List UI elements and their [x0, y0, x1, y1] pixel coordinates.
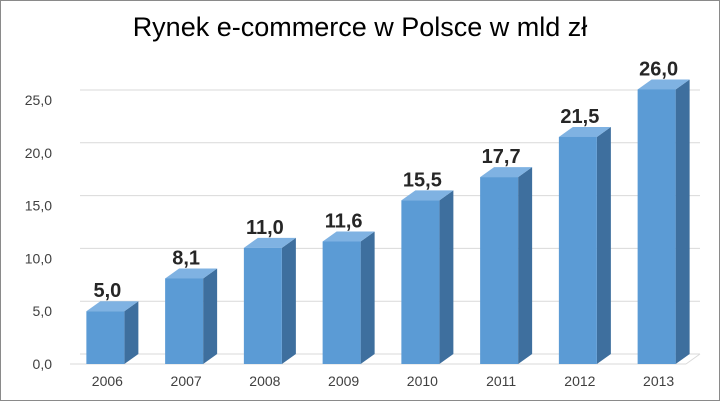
- bar-top-2006: [86, 301, 139, 312]
- bar-top-2012: [558, 126, 611, 137]
- bar-top-2009: [322, 231, 375, 242]
- bar-2010: [401, 190, 454, 364]
- value-label-2010: 15,5: [403, 169, 442, 191]
- bar-2008: [243, 237, 296, 364]
- bar-front-2006: [86, 311, 125, 364]
- bar-front-2010: [401, 200, 440, 364]
- bar-front-2013: [637, 89, 676, 364]
- x-tick-label-2013: 2013: [643, 373, 674, 389]
- bar-front-2007: [165, 278, 204, 364]
- x-tick-label-2008: 2008: [249, 373, 280, 389]
- y-tick-label-4: 20,0: [25, 145, 52, 161]
- x-tick-label-2006: 2006: [92, 373, 123, 389]
- bar-side-2009: [360, 231, 375, 364]
- x-tick-label-2010: 2010: [407, 373, 438, 389]
- y-tick-label-3: 15,0: [25, 198, 52, 214]
- bar-front-2011: [480, 177, 519, 364]
- y-axis-ticks: 0,0 5,0 10,0 15,0 20,0 25,0: [25, 92, 52, 372]
- bar-top-2008: [243, 237, 296, 248]
- bar-2009: [322, 231, 375, 364]
- bar-top-2013: [637, 79, 690, 90]
- bar-front-2009: [322, 241, 361, 364]
- y-tick-label-1: 5,0: [33, 303, 53, 319]
- bar-top-2007: [165, 268, 218, 279]
- bar-top-2011: [480, 167, 533, 178]
- x-tick-label-2007: 2007: [171, 373, 202, 389]
- bar-side-2013: [675, 79, 690, 364]
- chart-title: Rynek e-commerce w Polsce w mld zł: [132, 12, 588, 42]
- y-tick-label-0: 0,0: [33, 356, 53, 372]
- x-tick-label-2009: 2009: [328, 373, 359, 389]
- bar-front-2008: [243, 247, 282, 364]
- value-label-2011: 17,7: [482, 146, 521, 168]
- bar-2006: [86, 301, 139, 364]
- bar-front-2012: [558, 136, 597, 364]
- bar-side-2006: [124, 301, 139, 364]
- bars: [86, 79, 690, 365]
- bar-2007: [165, 268, 218, 364]
- bar-2011: [480, 167, 533, 364]
- bar-2012: [558, 126, 611, 365]
- bar-side-2008: [281, 237, 296, 364]
- value-label-2013: 26,0: [639, 58, 678, 80]
- value-label-2009: 11,6: [325, 211, 363, 233]
- bar-side-2012: [596, 126, 611, 365]
- x-tick-label-2011: 2011: [486, 373, 516, 389]
- bar-side-2010: [439, 190, 454, 364]
- x-tick-label-2012: 2012: [564, 373, 595, 389]
- bar-side-2007: [203, 268, 218, 364]
- x-axis-ticks: 2006 2007 2008 2009 2010 2011 2012 2013: [92, 373, 675, 389]
- value-label-2006: 5,0: [93, 280, 121, 302]
- value-label-2008: 11,0: [246, 217, 284, 239]
- value-label-2007: 8,1: [172, 247, 200, 269]
- value-label-2012: 21,5: [560, 106, 599, 128]
- bar-2013: [637, 79, 690, 364]
- bar-side-2011: [518, 167, 533, 364]
- y-tick-label-2: 10,0: [25, 250, 52, 266]
- bar-top-2010: [401, 190, 454, 201]
- value-labels: 5,0 8,1 11,0 11,6 15,5 17,7 21,5 26,0: [93, 58, 678, 302]
- floor-edge: [685, 353, 701, 365]
- y-tick-label-5: 25,0: [25, 92, 52, 108]
